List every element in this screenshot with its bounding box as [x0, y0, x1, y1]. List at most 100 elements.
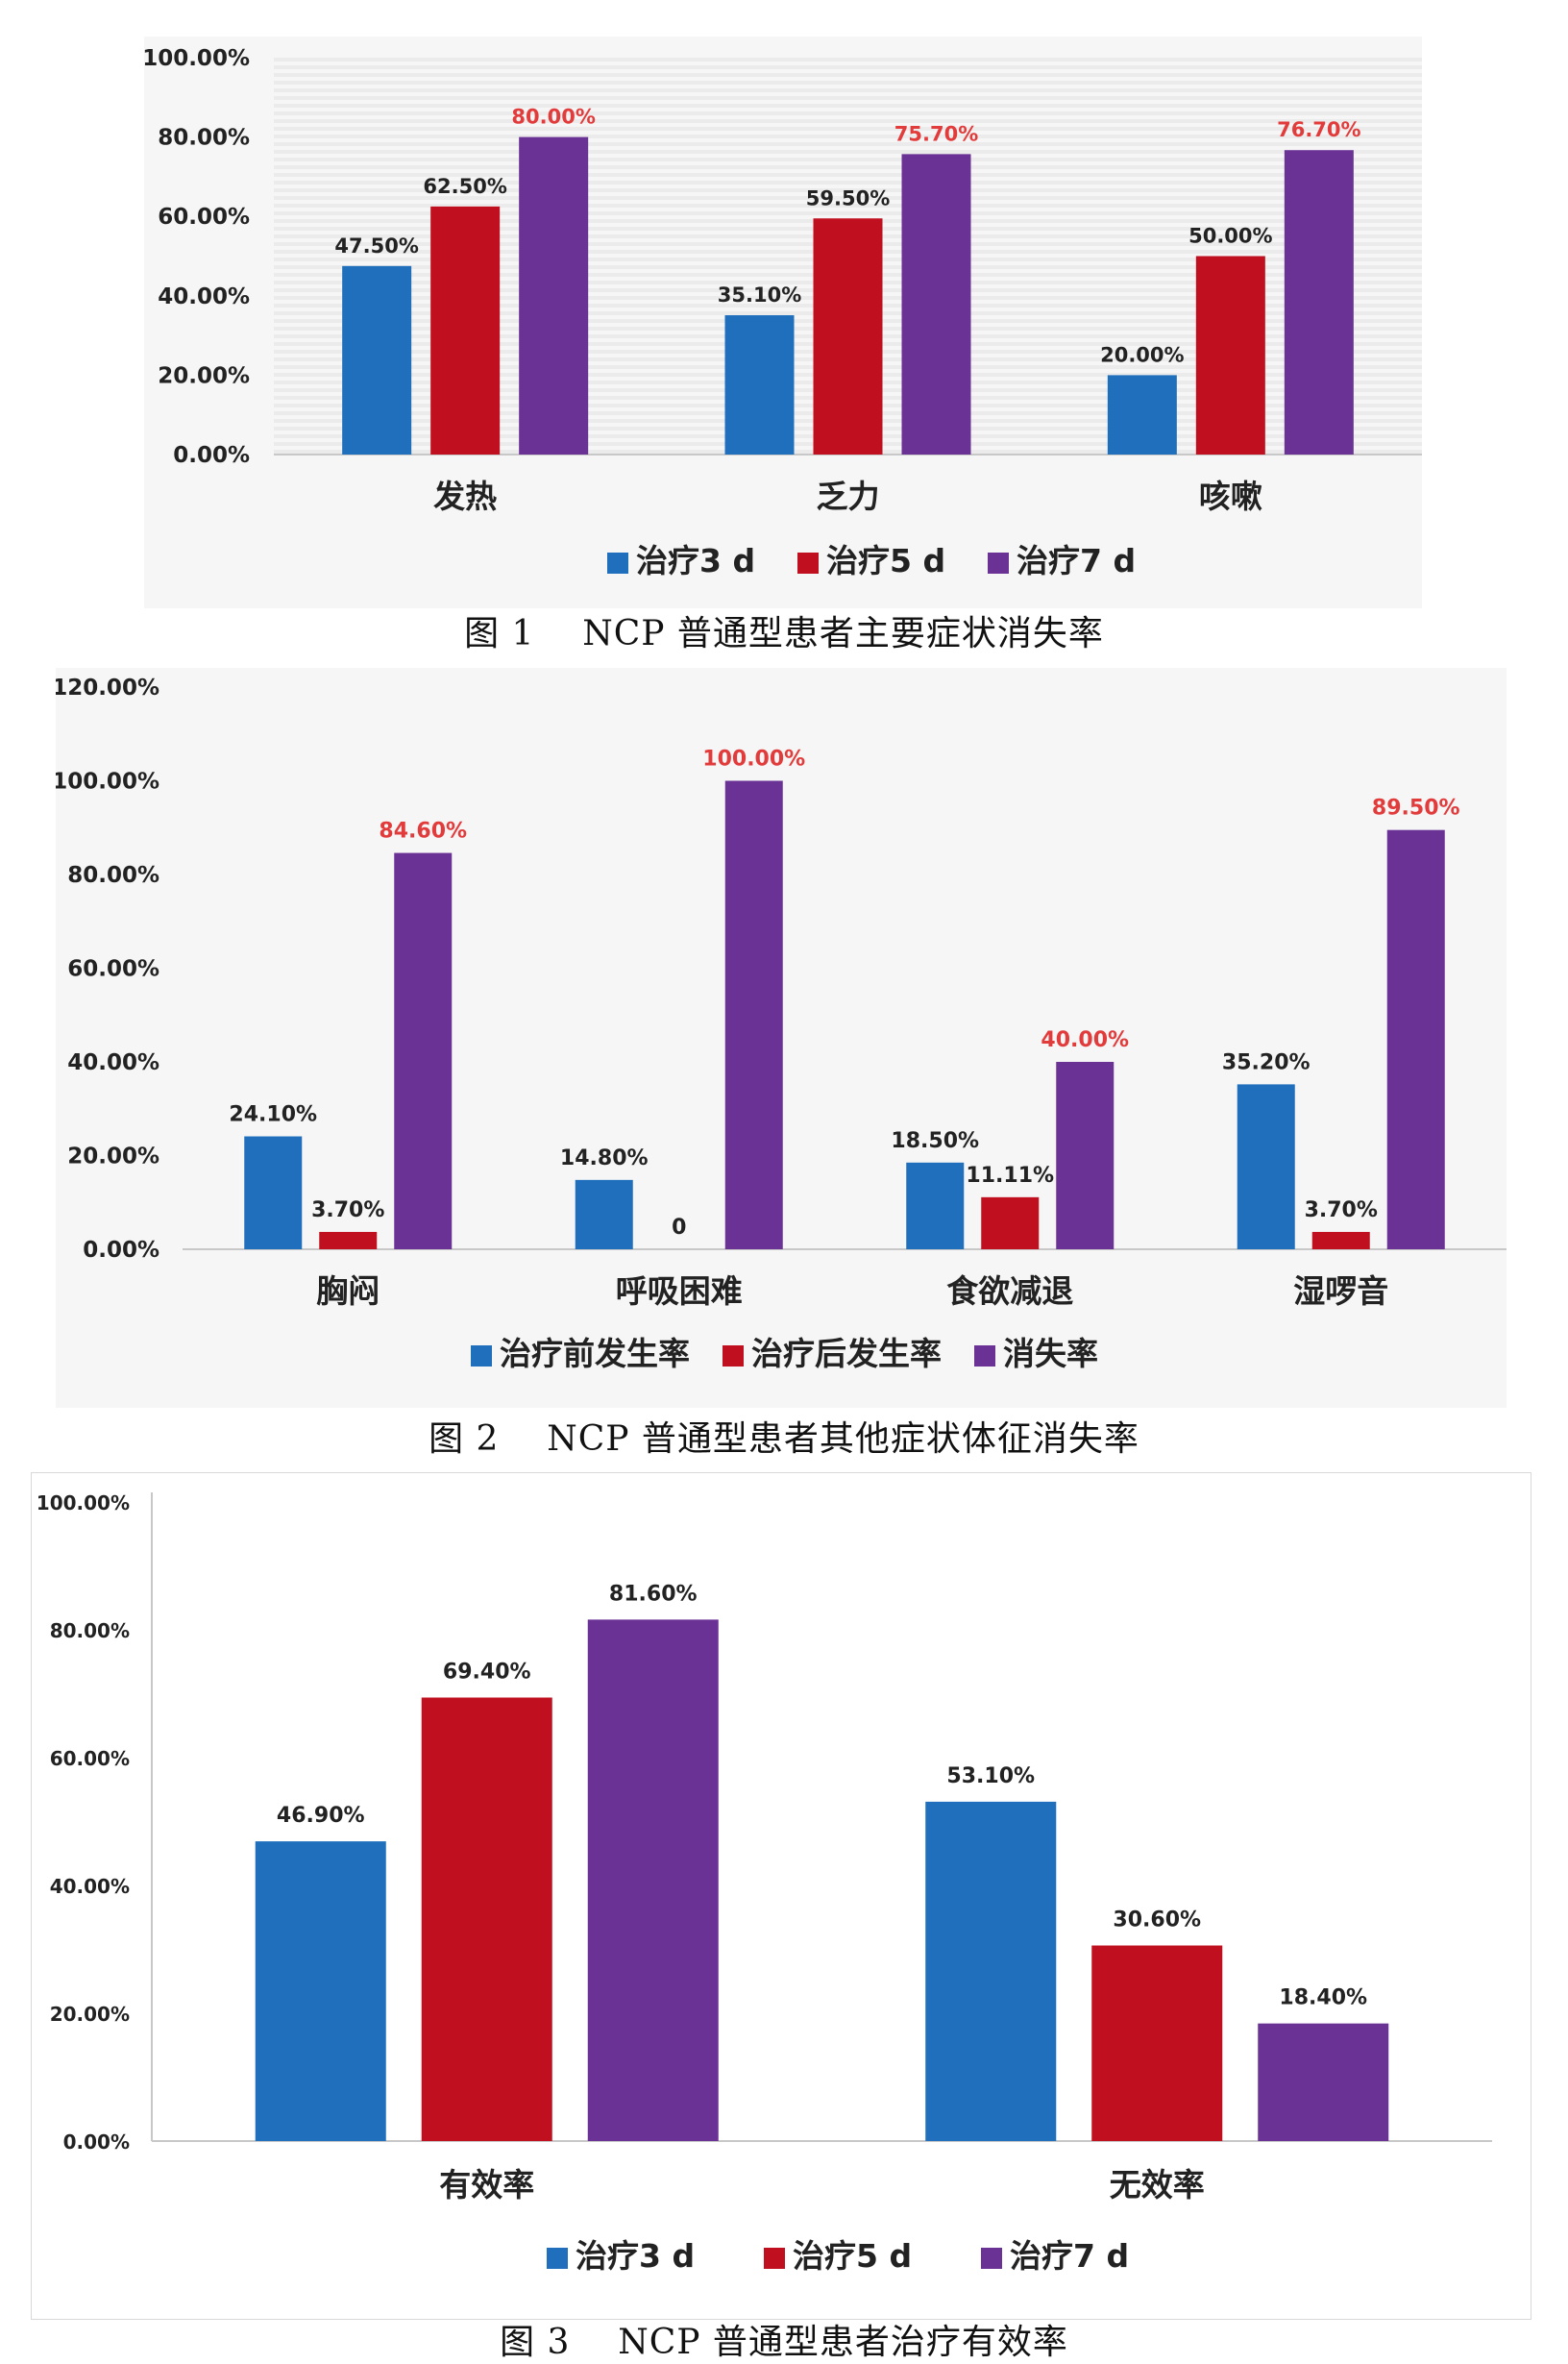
chart2-bar	[319, 1231, 378, 1249]
chart1-legend-label: 治疗5 d	[826, 542, 945, 579]
chart2-bar	[1056, 1062, 1115, 1249]
chart2-category-label: 湿啰音	[1293, 1272, 1388, 1310]
chart2-bar	[1386, 829, 1445, 1249]
chart1-grid-stripe	[274, 158, 1422, 161]
chart2-bar	[394, 852, 453, 1249]
chart1-legend-swatch	[988, 553, 1009, 574]
chart1-bar	[430, 206, 501, 455]
chart1-data-label: 59.50%	[806, 186, 890, 209]
figure-1-number: 图 1	[464, 614, 535, 653]
chart1-legend-label: 治疗3 d	[636, 542, 755, 579]
chart-1-panel: 0.00% 20.00% 40.00% 60.00% 80.00% 100.00% 47.5…	[144, 37, 1422, 608]
chart1-bar	[342, 265, 412, 455]
chart3-y-tick-label: 60.00%	[50, 1747, 130, 1770]
figure-3-number: 图 3	[500, 2323, 571, 2362]
chart1-legend-swatch	[797, 553, 819, 574]
chart2-data-label: 14.80%	[560, 1146, 649, 1170]
chart2-legend-label: 消失率	[1003, 1335, 1098, 1372]
chart2-legend-swatch	[723, 1345, 744, 1367]
figure-2-title: NCP 普通型患者其他症状体征消失率	[547, 1419, 1139, 1459]
chart1-data-label: 76.70%	[1277, 118, 1360, 141]
chart3-y-tick-label: 100.00%	[37, 1491, 130, 1514]
chart3-data-label: 30.60%	[1113, 1908, 1201, 1933]
chart1-grid-stripe	[274, 211, 1422, 215]
chart-2: 0.00% 20.00% 40.00% 60.00% 80.00% 100.00% 120.…	[56, 676, 1507, 1372]
chart2-y-tick-label: 60.00%	[67, 957, 159, 982]
chart3-legend-label: 治疗7 d	[1010, 2237, 1129, 2275]
chart1-bar	[813, 218, 883, 455]
chart1-data-label: 50.00%	[1188, 225, 1272, 248]
chart1-category-label: 乏力	[817, 478, 880, 515]
chart2-data-label: 3.70%	[1305, 1198, 1378, 1222]
figure-3-title: NCP 普通型患者治疗有效率	[618, 2323, 1068, 2362]
chart1-grid-stripe	[274, 165, 1422, 169]
chart3-bar	[421, 1697, 552, 2141]
chart2-y-tick-label: 80.00%	[67, 863, 159, 888]
chart2-bar	[981, 1196, 1040, 1249]
chart1-grid-stripe	[274, 104, 1422, 108]
chart3-y-tick-label: 40.00%	[50, 1875, 130, 1898]
chart3-legend-swatch	[981, 2248, 1002, 2269]
chart1-grid-stripe	[274, 135, 1422, 138]
chart2-data-label: 0	[672, 1216, 686, 1240]
chart3-bar	[1091, 1945, 1223, 2141]
chart2-bar	[1311, 1231, 1370, 1249]
chart3-y-tick-label: 20.00%	[50, 2003, 130, 2026]
chart1-bar	[901, 154, 971, 455]
chart2-legend-swatch	[974, 1345, 995, 1367]
chart1-data-label: 80.00%	[511, 106, 595, 129]
chart1-y-tick-label: 60.00%	[158, 205, 250, 230]
chart3-legend-swatch	[547, 2248, 568, 2269]
chart3-data-label: 18.40%	[1279, 1986, 1367, 2010]
chart3-data-label: 53.10%	[946, 1764, 1035, 1788]
figure-2-number: 图 2	[429, 1419, 500, 1459]
chart1-y-tick-label: 40.00%	[158, 284, 250, 309]
chart1-grid-stripe	[274, 88, 1422, 92]
chart3-legend-swatch	[764, 2248, 785, 2269]
chart1-y-tick-label: 20.00%	[158, 363, 250, 388]
chart3-bar	[587, 1619, 719, 2141]
chart2-data-label: 100.00%	[702, 748, 805, 772]
chart1-data-label: 35.10%	[718, 283, 801, 307]
chart2-data-label: 11.11%	[966, 1164, 1054, 1188]
figure-1-title: NCP 普通型患者主要症状消失率	[582, 614, 1104, 653]
chart1-bar	[1195, 256, 1265, 455]
chart1-grid-stripe	[274, 204, 1422, 208]
chart2-legend-label: 治疗前发生率	[500, 1335, 690, 1372]
chart1-grid-stripe	[274, 181, 1422, 185]
chart1-grid-stripe	[274, 127, 1422, 131]
chart1-grid-stripe	[274, 58, 1422, 62]
chart1-grid-stripe	[274, 150, 1422, 154]
figure-3-caption: 图 3 NCP 普通型患者治疗有效率	[0, 2314, 1568, 2364]
chart-2-panel: 0.00% 20.00% 40.00% 60.00% 80.00% 100.00% 120.…	[56, 668, 1507, 1408]
chart1-grid-stripe	[274, 73, 1422, 77]
chart2-y-tick-label: 40.00%	[67, 1050, 159, 1075]
chart2-y-tick-label: 0.00%	[83, 1238, 159, 1263]
chart2-legend-swatch	[471, 1345, 492, 1367]
chart1-grid-stripe	[274, 119, 1422, 123]
chart3-category-label: 无效率	[1110, 2166, 1205, 2204]
chart1-grid-stripe	[274, 142, 1422, 146]
figure-2-caption: 图 2 NCP 普通型患者其他症状体征消失率	[0, 1411, 1568, 1461]
chart1-data-label: 75.70%	[894, 122, 978, 145]
chart1-grid-stripe	[274, 65, 1422, 69]
chart2-data-label: 84.60%	[379, 820, 467, 844]
chart2-bar	[575, 1179, 633, 1249]
chart3-data-label: 46.90%	[277, 1804, 365, 1828]
chart1-bar	[1284, 150, 1354, 455]
chart1-legend-swatch	[607, 553, 628, 574]
chart2-data-label: 89.50%	[1372, 797, 1460, 821]
chart3-data-label: 69.40%	[443, 1660, 531, 1684]
chart3-legend-label: 治疗5 d	[793, 2237, 912, 2275]
chart2-y-tick-label: 20.00%	[67, 1145, 159, 1170]
chart1-grid-stripe	[274, 196, 1422, 200]
chart3-data-label: 81.60%	[609, 1582, 698, 1606]
chart2-bar	[1237, 1084, 1295, 1249]
chart1-data-label: 62.50%	[423, 175, 506, 198]
chart2-data-label: 35.20%	[1222, 1050, 1311, 1074]
chart2-y-tick-label: 120.00%	[56, 676, 159, 701]
chart1-bar	[724, 315, 795, 455]
chart2-data-label: 3.70%	[311, 1198, 384, 1222]
chart1-bar	[1107, 375, 1177, 455]
chart1-category-label: 发热	[433, 478, 497, 515]
